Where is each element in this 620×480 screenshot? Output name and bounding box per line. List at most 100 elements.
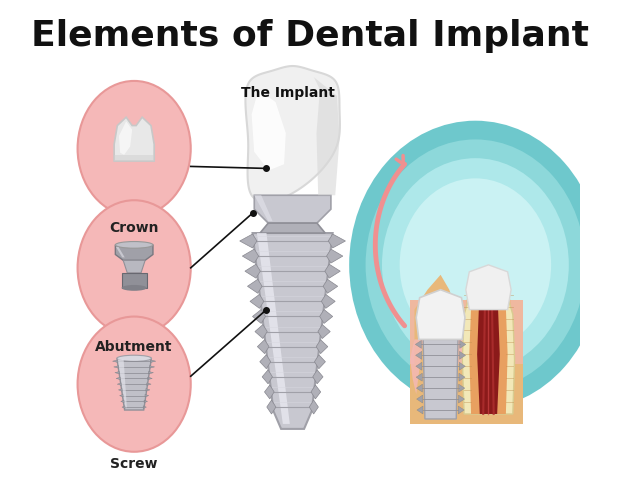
Polygon shape	[144, 400, 148, 403]
Polygon shape	[252, 90, 286, 170]
Polygon shape	[417, 384, 422, 392]
Polygon shape	[122, 273, 147, 288]
Polygon shape	[148, 377, 153, 380]
Polygon shape	[252, 233, 333, 429]
Circle shape	[382, 158, 569, 372]
Polygon shape	[113, 366, 119, 368]
Polygon shape	[254, 195, 331, 223]
Circle shape	[400, 179, 551, 351]
Polygon shape	[459, 373, 465, 381]
Ellipse shape	[117, 355, 151, 361]
Polygon shape	[320, 310, 333, 324]
Polygon shape	[325, 264, 340, 278]
Polygon shape	[240, 234, 257, 248]
Polygon shape	[149, 372, 153, 374]
Polygon shape	[463, 276, 515, 414]
Polygon shape	[458, 339, 471, 394]
Polygon shape	[477, 288, 500, 414]
Polygon shape	[265, 385, 274, 399]
Circle shape	[349, 120, 601, 409]
Polygon shape	[120, 395, 123, 397]
Polygon shape	[410, 300, 523, 364]
Polygon shape	[143, 406, 146, 408]
Polygon shape	[117, 383, 122, 385]
Polygon shape	[415, 340, 422, 348]
Polygon shape	[459, 340, 466, 348]
Polygon shape	[309, 400, 319, 414]
Circle shape	[366, 139, 585, 390]
Polygon shape	[328, 234, 345, 248]
Polygon shape	[122, 406, 125, 408]
Polygon shape	[415, 351, 422, 360]
Polygon shape	[327, 249, 343, 263]
Polygon shape	[458, 395, 464, 403]
Polygon shape	[311, 385, 321, 399]
Polygon shape	[416, 290, 465, 339]
Polygon shape	[414, 275, 456, 419]
Polygon shape	[423, 339, 458, 419]
Polygon shape	[314, 355, 326, 369]
Ellipse shape	[122, 285, 147, 291]
Polygon shape	[245, 264, 260, 278]
Polygon shape	[459, 362, 465, 370]
Polygon shape	[250, 294, 264, 308]
Polygon shape	[416, 373, 422, 381]
Polygon shape	[145, 395, 149, 397]
Polygon shape	[416, 362, 422, 370]
Text: Elements of Dental Implant: Elements of Dental Implant	[31, 19, 589, 53]
Polygon shape	[254, 195, 273, 221]
Ellipse shape	[78, 200, 191, 336]
Polygon shape	[112, 360, 118, 362]
Polygon shape	[116, 377, 121, 380]
Polygon shape	[410, 300, 523, 424]
Polygon shape	[314, 77, 340, 195]
Polygon shape	[115, 372, 120, 374]
Polygon shape	[262, 370, 272, 384]
Polygon shape	[242, 249, 259, 263]
Polygon shape	[255, 324, 267, 338]
Polygon shape	[116, 247, 125, 257]
Polygon shape	[260, 355, 271, 369]
Polygon shape	[247, 279, 262, 293]
Polygon shape	[119, 121, 132, 155]
Polygon shape	[149, 366, 154, 368]
Polygon shape	[246, 66, 340, 202]
Polygon shape	[123, 260, 145, 273]
Polygon shape	[114, 155, 154, 161]
Polygon shape	[114, 117, 154, 161]
Polygon shape	[466, 265, 511, 310]
Polygon shape	[146, 389, 150, 391]
Polygon shape	[467, 268, 519, 419]
Polygon shape	[323, 279, 338, 293]
Text: The Implant: The Implant	[241, 86, 335, 100]
Polygon shape	[118, 389, 122, 391]
Polygon shape	[321, 294, 335, 308]
Text: Abutment: Abutment	[95, 340, 173, 354]
Polygon shape	[318, 324, 330, 338]
Polygon shape	[417, 406, 423, 414]
Polygon shape	[117, 358, 151, 410]
Ellipse shape	[78, 81, 191, 216]
Polygon shape	[252, 310, 265, 324]
Ellipse shape	[115, 241, 153, 248]
Polygon shape	[458, 406, 464, 414]
Polygon shape	[115, 245, 153, 260]
Polygon shape	[417, 395, 423, 403]
Ellipse shape	[78, 316, 191, 452]
Polygon shape	[147, 383, 151, 385]
Polygon shape	[260, 223, 325, 233]
Polygon shape	[257, 233, 290, 424]
Polygon shape	[121, 400, 124, 403]
Polygon shape	[410, 339, 423, 394]
Polygon shape	[459, 351, 466, 360]
Polygon shape	[316, 340, 328, 354]
Polygon shape	[257, 340, 269, 354]
Polygon shape	[469, 282, 508, 414]
Polygon shape	[151, 360, 156, 362]
Polygon shape	[118, 360, 127, 408]
Polygon shape	[267, 400, 276, 414]
Polygon shape	[312, 370, 323, 384]
Polygon shape	[459, 384, 465, 392]
Text: Screw: Screw	[110, 457, 158, 471]
Text: Crown: Crown	[109, 221, 159, 235]
